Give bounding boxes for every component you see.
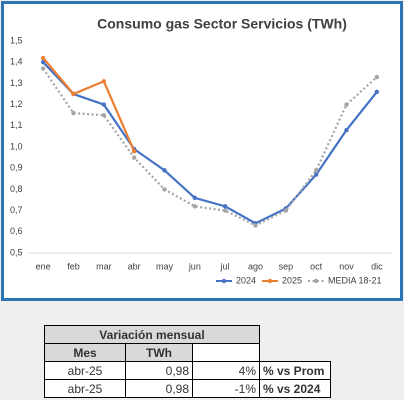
cell: -1%	[192, 379, 260, 398]
point	[40, 55, 46, 61]
x-tick-label: sep	[279, 261, 294, 271]
chart-title: Consumo gas Sector Servicios (TWh)	[97, 16, 347, 32]
point	[283, 208, 289, 213]
point	[253, 223, 258, 228]
point	[71, 110, 76, 116]
chart: Consumo gas Sector Servicios (TWh) 0,5 0,…	[10, 16, 392, 285]
point	[71, 91, 76, 97]
legend-label: 2025	[282, 275, 302, 285]
point	[131, 149, 137, 154]
point	[40, 66, 46, 71]
summary-table: Variación mensual Mes TWh abr-25 0,98 4%% v…	[44, 325, 331, 398]
x-tick-label: ago	[248, 261, 263, 271]
x-tick-label: mar	[96, 261, 112, 271]
cell: 0,98	[125, 361, 193, 380]
blank	[259, 325, 331, 344]
cell: % vs 2024	[259, 379, 331, 398]
point	[101, 102, 107, 107]
point	[101, 113, 107, 118]
y-tick-label: 0,6	[10, 226, 23, 236]
point	[101, 79, 107, 84]
y-tick-label: 1,0	[10, 141, 23, 151]
x-tick-label: may	[156, 261, 174, 271]
legend-marker	[267, 278, 273, 284]
point	[162, 187, 167, 192]
point	[313, 168, 319, 173]
table-title: Variación mensual	[44, 325, 260, 344]
y-tick-label: 0,8	[10, 184, 23, 194]
y-tick-label: 0,9	[10, 163, 23, 173]
blank	[192, 343, 260, 362]
y-tick-label: 1,1	[10, 120, 23, 130]
header: TWh	[125, 343, 193, 362]
x-tick-label: dic	[371, 261, 383, 271]
point	[192, 204, 198, 209]
legend-label: 2024	[236, 275, 256, 285]
point	[344, 102, 349, 107]
chart-box: Consumo gas Sector Servicios (TWh) 0,5 0,…	[1, 1, 403, 301]
y-tick-label: 1,4	[10, 57, 23, 67]
x-tick-label: feb	[67, 261, 80, 271]
x-tick-label: jul	[220, 261, 230, 271]
point	[192, 195, 198, 201]
series-line	[42, 61, 378, 225]
y-tick-label: 1,3	[10, 78, 23, 88]
point	[222, 208, 228, 213]
point	[222, 204, 228, 209]
x-tick-label: jun	[188, 261, 201, 271]
legend-marker	[313, 278, 319, 284]
cell: 4%	[192, 361, 260, 380]
legend-label: MEDIA 18-21	[328, 275, 382, 285]
y-tick-label: 1,2	[10, 99, 23, 109]
point	[131, 155, 137, 160]
point	[162, 168, 167, 173]
y-tick-label: 0,7	[10, 205, 23, 215]
series-line	[42, 67, 378, 227]
cell: % vs Prom	[259, 361, 331, 380]
cell: abr-25	[44, 379, 126, 398]
series-line	[42, 57, 136, 152]
x-tick-label: oct	[310, 261, 323, 271]
x-tick-label: ene	[36, 261, 51, 271]
point	[374, 74, 380, 80]
legend-marker	[221, 278, 227, 284]
cell: 0,98	[125, 379, 193, 398]
blank	[259, 343, 331, 362]
header: Mes	[44, 343, 126, 362]
x-tick-label: abr	[128, 261, 141, 271]
point	[40, 60, 46, 65]
y-tick-label: 1,5	[10, 35, 23, 45]
point	[374, 89, 380, 95]
cell: abr-25	[44, 361, 126, 380]
point	[344, 127, 349, 133]
y-tick-label: 0,5	[10, 247, 23, 257]
x-tick-label: nov	[339, 261, 354, 271]
